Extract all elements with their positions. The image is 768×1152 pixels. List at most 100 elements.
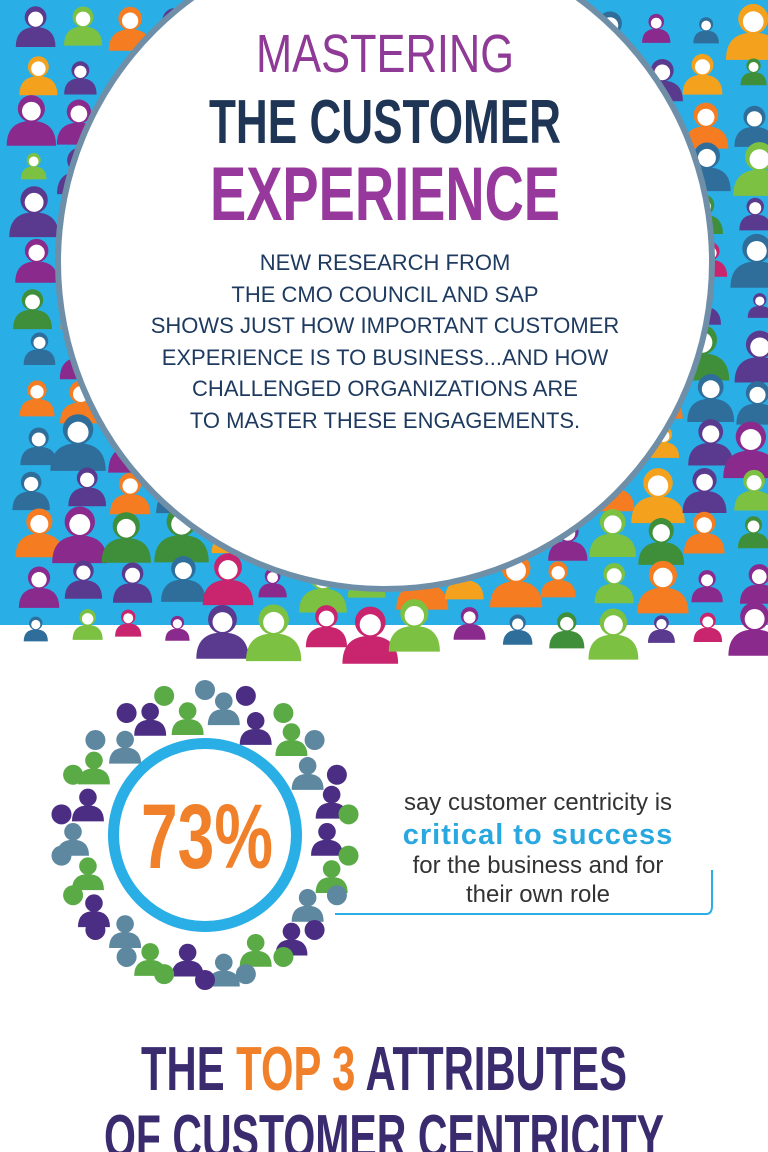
person-body — [728, 629, 768, 656]
person-icon — [15, 508, 64, 558]
person-icon — [631, 468, 685, 524]
person-head — [141, 702, 159, 721]
person-icon — [305, 605, 348, 648]
person-icon — [72, 609, 103, 640]
person-body — [64, 78, 97, 95]
person-body — [23, 629, 48, 642]
person-face — [28, 11, 44, 27]
person-face — [606, 568, 622, 584]
person-icon — [737, 516, 768, 549]
person-icon — [71, 788, 104, 822]
person-face — [116, 518, 136, 538]
person-head — [246, 712, 265, 730]
person-body — [161, 579, 206, 602]
person-icon — [20, 427, 58, 466]
person-icon — [15, 238, 58, 283]
stat-line: their own role — [466, 881, 610, 908]
person-face — [696, 473, 713, 491]
section-title: OF CUSTOMER CENTRICITY — [104, 1103, 664, 1152]
person-body — [12, 491, 50, 511]
person-body — [258, 583, 287, 598]
person-body — [631, 496, 685, 524]
person-icon — [52, 506, 108, 564]
person-body — [19, 398, 55, 417]
person-body — [642, 28, 671, 43]
person-body — [68, 487, 107, 507]
person-face — [80, 472, 95, 487]
person-icon — [549, 612, 585, 649]
person-body — [52, 535, 108, 564]
ring-dot — [195, 970, 215, 990]
person-body — [77, 768, 110, 785]
person-body — [682, 74, 723, 95]
stat-line: say customer centricity is — [404, 789, 672, 816]
person-body — [275, 740, 308, 757]
person-icon — [9, 186, 59, 238]
person-icon — [196, 605, 249, 659]
person-icon — [109, 472, 151, 515]
person-icon — [540, 561, 576, 598]
person-body — [730, 261, 768, 288]
person-head — [116, 915, 134, 933]
person-icon — [291, 757, 324, 790]
person-face — [123, 613, 134, 624]
person-face — [750, 337, 768, 357]
person-face — [24, 476, 39, 492]
person-icon — [740, 58, 767, 86]
person-face — [740, 429, 762, 450]
person-face — [512, 618, 524, 630]
person-face — [647, 475, 669, 496]
person-face — [749, 149, 768, 170]
person-face — [701, 380, 720, 399]
person-face — [267, 572, 278, 583]
ring-dot — [85, 919, 106, 940]
intro-line: NEW RESEARCH FROM — [260, 250, 511, 275]
person-body — [739, 584, 768, 604]
ring-dot — [195, 680, 215, 700]
person-head — [79, 788, 97, 807]
person-face — [749, 202, 762, 215]
ring-dot — [326, 885, 347, 906]
person-icon — [739, 564, 768, 604]
person-face — [212, 612, 233, 633]
person-body — [15, 261, 58, 283]
ring-dot — [51, 845, 72, 866]
person-icon — [258, 568, 287, 598]
person-face — [31, 571, 47, 588]
person-body — [20, 446, 58, 466]
person-face — [755, 296, 765, 306]
person-face — [746, 111, 763, 127]
person-icon — [647, 615, 675, 643]
person-face — [746, 240, 767, 261]
person-face — [28, 244, 45, 261]
person-icon — [171, 943, 204, 977]
person-body — [239, 950, 272, 967]
person-body — [734, 357, 768, 383]
person-face — [652, 524, 670, 542]
section-title-part: ATTRIBUTES — [355, 1035, 627, 1104]
person-body — [693, 627, 723, 643]
person-head — [141, 943, 159, 961]
person-icon — [734, 105, 768, 147]
person-face — [121, 12, 139, 29]
ring-dot — [235, 964, 256, 985]
person-face — [218, 560, 238, 580]
person-icon — [594, 562, 634, 604]
person-icon — [165, 615, 190, 641]
person-body — [540, 579, 576, 598]
stat-underline — [335, 870, 713, 915]
person-body — [647, 629, 675, 643]
person-face — [76, 565, 91, 580]
person-icon — [15, 6, 56, 47]
person-face — [746, 475, 762, 491]
person-face — [701, 20, 711, 31]
person-body — [638, 542, 685, 565]
person-body — [687, 398, 735, 422]
person-body — [733, 169, 768, 196]
person-body — [9, 212, 59, 238]
person-face — [463, 611, 476, 624]
person-face — [744, 609, 765, 629]
hero-circle — [61, 0, 709, 586]
person-icon — [64, 61, 97, 95]
